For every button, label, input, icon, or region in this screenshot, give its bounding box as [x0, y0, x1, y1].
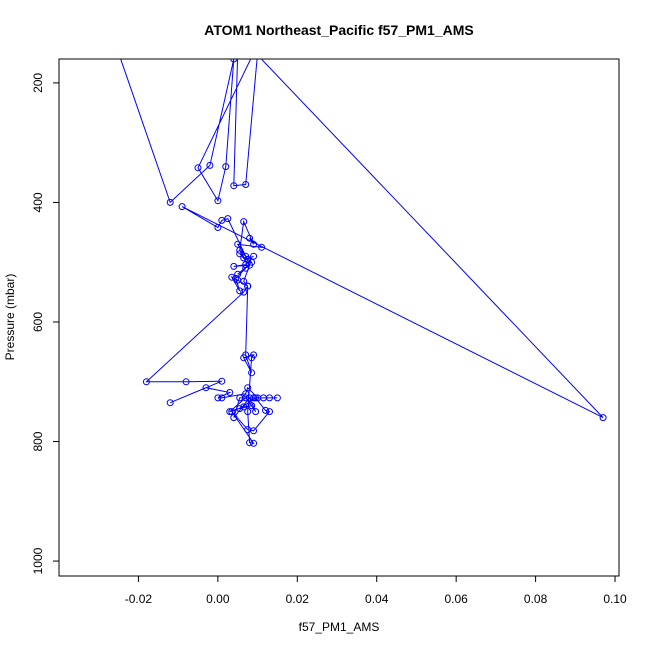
data-point: [246, 234, 254, 242]
data-point: [214, 394, 222, 402]
x-tick-label: 0.06: [444, 592, 468, 606]
data-point: [273, 394, 281, 402]
data-point: [253, 50, 259, 56]
data-point: [236, 250, 244, 258]
data-point: [228, 273, 236, 281]
data-point: [166, 198, 174, 206]
data-point: [244, 384, 252, 392]
x-tick-label: -0.02: [125, 592, 153, 606]
series-line: [120, 59, 604, 444]
data-point: [247, 50, 253, 56]
data-point: [236, 287, 244, 295]
y-tick-label: 800: [31, 431, 45, 451]
x-tick-label: 0.10: [603, 592, 627, 606]
data-point: [252, 394, 260, 402]
data-point: [248, 369, 256, 377]
x-tick-label: 0.04: [365, 592, 389, 606]
data-point: [244, 255, 252, 263]
data-point: [242, 351, 250, 359]
data-point: [142, 378, 150, 386]
data-point: [266, 394, 273, 402]
data-point: [230, 182, 238, 190]
data-point: [223, 50, 229, 56]
data-point: [240, 218, 248, 226]
data-point: [222, 163, 230, 171]
x-tick-label: 0.02: [286, 592, 310, 606]
data-point: [240, 288, 248, 296]
data-point: [226, 389, 234, 396]
data-point: [230, 414, 238, 422]
data-point: [202, 384, 210, 392]
data-point: [234, 270, 242, 278]
data-point: [218, 377, 226, 385]
y-axis: 200 400 600 800 1000: [31, 73, 59, 574]
data-point: [240, 403, 248, 411]
data-point: [250, 439, 258, 447]
data-point: [239, 50, 245, 56]
data-point: [252, 408, 260, 416]
data-point: [599, 414, 607, 422]
data-point: [182, 378, 190, 386]
plot-frame: [58, 58, 620, 577]
data-point: [232, 274, 240, 282]
data-point: [242, 394, 250, 402]
data-point: [230, 59, 238, 63]
data-point: [214, 224, 222, 231]
data-point: [244, 282, 252, 290]
data-point: [228, 408, 236, 416]
data-point: [206, 161, 214, 169]
data-point: [236, 246, 244, 254]
data-point: [214, 197, 222, 205]
chart-title: ATOM1 Northeast_Pacific f57_PM1_AMS: [204, 22, 473, 38]
data-point: [250, 351, 258, 359]
data-point: [178, 203, 186, 211]
data-point: [194, 164, 202, 172]
data-point: [242, 181, 250, 188]
data-point: [246, 439, 254, 447]
data-point: [242, 390, 250, 398]
data-point: [262, 406, 269, 414]
data-point: [250, 252, 258, 260]
x-tick-label: 0.08: [524, 592, 548, 606]
data-point: [242, 264, 250, 272]
x-axis: -0.02 0.00 0.02 0.04 0.06 0.08 0.10: [125, 576, 627, 606]
data-layer: [116, 50, 607, 447]
data-point: [251, 50, 257, 56]
data-point: [266, 408, 273, 416]
y-tick-label: 600: [31, 312, 45, 332]
data-point: [250, 240, 258, 248]
data-point: [255, 50, 261, 56]
data-point: [258, 243, 266, 251]
data-point: [226, 408, 234, 416]
data-point: [240, 254, 248, 262]
y-tick-label: 400: [31, 192, 45, 212]
data-point: [116, 50, 122, 56]
data-point: [236, 405, 244, 413]
data-point: [244, 426, 252, 434]
data-point: [244, 408, 252, 416]
data-point: [248, 402, 256, 410]
data-point: [230, 262, 238, 270]
data-point: [166, 399, 174, 407]
x-axis-label: f57_PM1_AMS: [299, 620, 380, 634]
y-axis-label: Pressure (mbar): [3, 274, 17, 361]
data-point: [234, 240, 242, 248]
x-tick-label: 0.00: [206, 592, 230, 606]
data-point: [235, 50, 241, 56]
y-tick-label: 1000: [31, 547, 45, 574]
data-point: [224, 215, 232, 223]
data-point: [250, 394, 258, 402]
y-tick-label: 200: [31, 73, 45, 93]
data-point: [218, 394, 226, 402]
